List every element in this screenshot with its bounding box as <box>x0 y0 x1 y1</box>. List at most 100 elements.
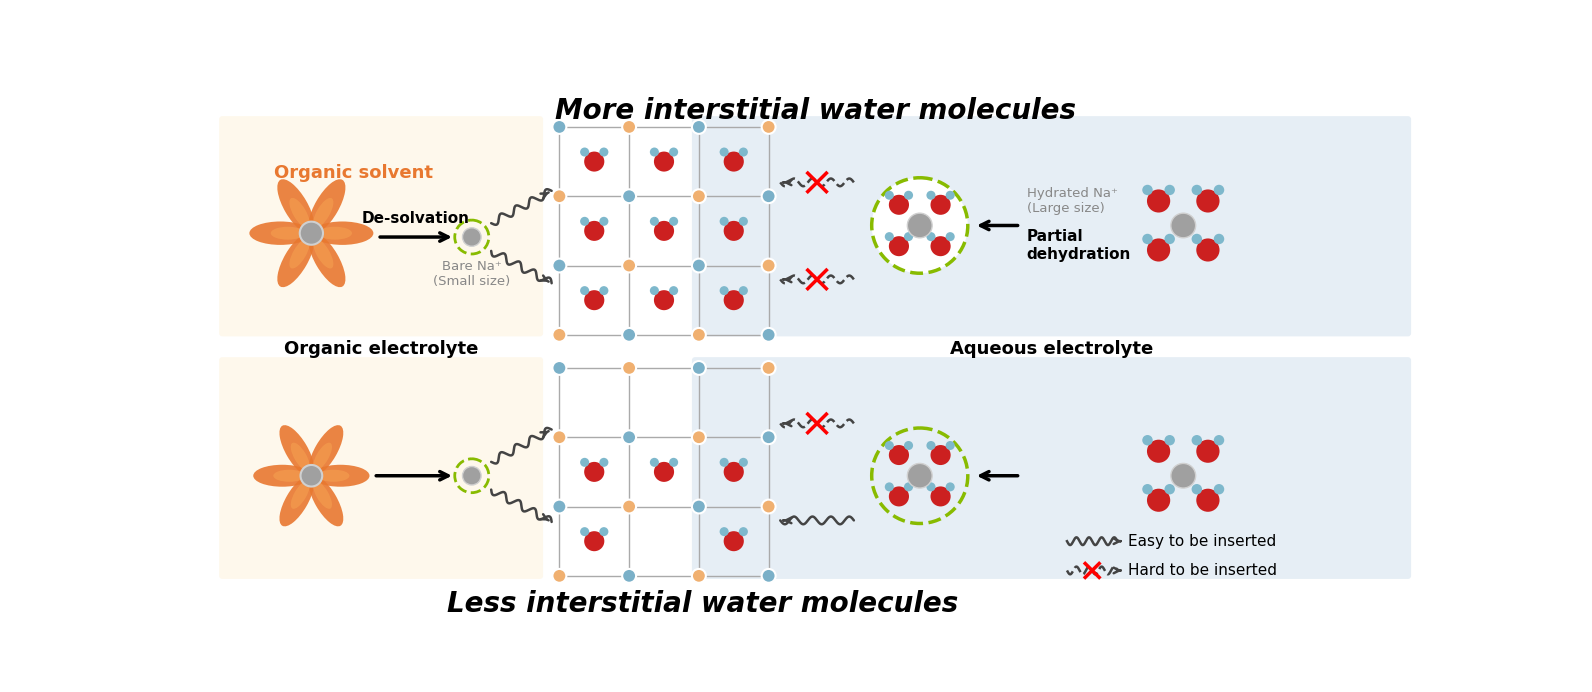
Circle shape <box>584 290 605 310</box>
Ellipse shape <box>291 443 310 471</box>
Circle shape <box>724 531 743 552</box>
Circle shape <box>1191 234 1202 244</box>
Circle shape <box>724 290 743 310</box>
Circle shape <box>669 458 678 467</box>
Circle shape <box>904 191 914 200</box>
Circle shape <box>1196 439 1219 463</box>
Circle shape <box>761 500 775 513</box>
Circle shape <box>1164 234 1175 244</box>
Circle shape <box>622 430 637 444</box>
Circle shape <box>927 191 936 200</box>
Text: Organic electrolyte: Organic electrolyte <box>283 340 478 358</box>
Ellipse shape <box>290 239 310 268</box>
Ellipse shape <box>309 475 344 527</box>
Circle shape <box>669 217 678 226</box>
Ellipse shape <box>253 465 312 486</box>
Circle shape <box>885 232 893 241</box>
Circle shape <box>720 147 729 156</box>
Ellipse shape <box>309 425 344 476</box>
Circle shape <box>579 458 589 467</box>
Ellipse shape <box>312 465 369 486</box>
Circle shape <box>739 217 748 226</box>
Ellipse shape <box>280 425 314 476</box>
Circle shape <box>1213 435 1224 446</box>
Text: Hydrated Na⁺
(Large size): Hydrated Na⁺ (Large size) <box>1027 187 1118 215</box>
FancyBboxPatch shape <box>693 357 1411 579</box>
Ellipse shape <box>291 481 310 509</box>
Circle shape <box>1143 484 1153 494</box>
Circle shape <box>946 441 955 450</box>
Ellipse shape <box>250 221 312 245</box>
Circle shape <box>1143 234 1153 244</box>
Circle shape <box>1196 239 1219 262</box>
Ellipse shape <box>314 443 333 471</box>
Circle shape <box>654 290 673 310</box>
Circle shape <box>739 458 748 467</box>
Circle shape <box>654 152 673 172</box>
Circle shape <box>724 221 743 241</box>
Circle shape <box>761 259 775 273</box>
Circle shape <box>888 445 909 465</box>
Circle shape <box>669 286 678 295</box>
Circle shape <box>739 527 748 536</box>
Circle shape <box>1164 484 1175 494</box>
Circle shape <box>1143 435 1153 446</box>
Text: Easy to be inserted: Easy to be inserted <box>1129 534 1277 549</box>
Circle shape <box>1143 185 1153 195</box>
Text: De-solvation: De-solvation <box>361 211 470 226</box>
Circle shape <box>888 486 909 507</box>
Text: Aqueous electrolyte: Aqueous electrolyte <box>950 340 1153 358</box>
Circle shape <box>301 465 322 486</box>
Circle shape <box>599 217 608 226</box>
Circle shape <box>904 482 914 491</box>
Circle shape <box>622 190 637 203</box>
Circle shape <box>1170 213 1196 238</box>
Circle shape <box>552 569 567 583</box>
Circle shape <box>1196 190 1219 212</box>
Circle shape <box>927 482 936 491</box>
Circle shape <box>654 462 673 482</box>
FancyBboxPatch shape <box>693 116 1411 336</box>
Circle shape <box>463 466 481 485</box>
Ellipse shape <box>309 233 345 287</box>
Circle shape <box>579 147 589 156</box>
Text: Less interstitial water molecules: Less interstitial water molecules <box>447 590 958 618</box>
Circle shape <box>904 232 914 241</box>
Circle shape <box>599 286 608 295</box>
Circle shape <box>930 445 950 465</box>
Ellipse shape <box>277 179 315 234</box>
Circle shape <box>761 569 775 583</box>
Circle shape <box>693 430 705 444</box>
Circle shape <box>622 259 637 273</box>
Circle shape <box>584 531 605 552</box>
Circle shape <box>1164 435 1175 446</box>
Circle shape <box>622 328 637 342</box>
Circle shape <box>579 527 589 536</box>
Circle shape <box>1170 464 1196 488</box>
Circle shape <box>693 500 705 513</box>
Circle shape <box>599 147 608 156</box>
Circle shape <box>552 500 567 513</box>
Circle shape <box>927 232 936 241</box>
Circle shape <box>650 458 659 467</box>
Circle shape <box>650 286 659 295</box>
Circle shape <box>599 527 608 536</box>
FancyBboxPatch shape <box>220 116 543 336</box>
Ellipse shape <box>314 198 333 228</box>
Circle shape <box>1146 439 1170 463</box>
Circle shape <box>1196 489 1219 512</box>
Circle shape <box>720 527 729 536</box>
Text: Hard to be inserted: Hard to be inserted <box>1129 563 1277 578</box>
Circle shape <box>669 147 678 156</box>
Circle shape <box>946 232 955 241</box>
Text: More interstitial water molecules: More interstitial water molecules <box>556 97 1076 125</box>
Text: Bare Na⁺
(Small size): Bare Na⁺ (Small size) <box>433 260 511 288</box>
Circle shape <box>1146 489 1170 512</box>
Ellipse shape <box>317 470 350 482</box>
Ellipse shape <box>280 475 314 527</box>
Circle shape <box>693 120 705 134</box>
Circle shape <box>872 428 968 523</box>
Circle shape <box>1191 435 1202 446</box>
Circle shape <box>907 213 933 238</box>
Circle shape <box>579 286 589 295</box>
